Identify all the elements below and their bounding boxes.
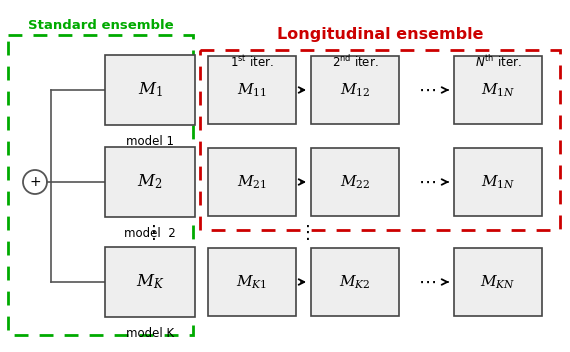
Bar xyxy=(105,247,195,317)
Text: Longitudinal ensemble: Longitudinal ensemble xyxy=(277,27,483,42)
Text: $M_{11}$: $M_{11}$ xyxy=(237,81,267,99)
Text: $2^{\mathrm{nd}}$ iter.: $2^{\mathrm{nd}}$ iter. xyxy=(332,54,378,70)
Bar xyxy=(454,56,542,124)
Text: $M_1$: $M_1$ xyxy=(137,81,162,99)
Text: model K: model K xyxy=(126,327,174,340)
Text: $M_{12}$: $M_{12}$ xyxy=(340,81,370,99)
Bar xyxy=(454,248,542,316)
Text: $\cdots$: $\cdots$ xyxy=(417,173,435,191)
Text: $M_2$: $M_2$ xyxy=(137,172,162,191)
Text: $M_{K2}$: $M_{K2}$ xyxy=(339,273,371,291)
Text: $\cdots$: $\cdots$ xyxy=(417,81,435,99)
Bar xyxy=(311,56,399,124)
Bar xyxy=(208,148,296,216)
Text: Standard ensemble: Standard ensemble xyxy=(28,19,173,32)
Bar xyxy=(454,148,542,216)
Bar xyxy=(200,50,560,230)
Text: $M_K$: $M_K$ xyxy=(136,273,164,291)
Text: $M_{KN}$: $M_{KN}$ xyxy=(481,273,516,291)
Bar xyxy=(208,248,296,316)
Text: $M_{22}$: $M_{22}$ xyxy=(340,173,370,191)
Text: $M_{K1}$: $M_{K1}$ xyxy=(237,273,267,291)
Bar xyxy=(311,248,399,316)
Text: $1^{\mathrm{st}}$ iter.: $1^{\mathrm{st}}$ iter. xyxy=(230,54,274,70)
Text: model  2: model 2 xyxy=(124,227,176,240)
Bar xyxy=(8,35,193,335)
Text: $\cdots$: $\cdots$ xyxy=(417,273,435,291)
Text: $\vdots$: $\vdots$ xyxy=(144,222,156,241)
Text: $M_{1N}$: $M_{1N}$ xyxy=(481,173,515,191)
Bar xyxy=(208,56,296,124)
Text: $M_{1N}$: $M_{1N}$ xyxy=(481,81,515,99)
Bar xyxy=(311,148,399,216)
Text: $\vdots$: $\vdots$ xyxy=(298,222,310,241)
Text: $+$: $+$ xyxy=(29,175,41,189)
Text: $M_{21}$: $M_{21}$ xyxy=(237,173,267,191)
Text: model 1: model 1 xyxy=(126,135,174,148)
Bar xyxy=(105,147,195,217)
Bar xyxy=(105,55,195,125)
Text: $N^{\mathrm{th}}$ iter.: $N^{\mathrm{th}}$ iter. xyxy=(475,54,522,70)
